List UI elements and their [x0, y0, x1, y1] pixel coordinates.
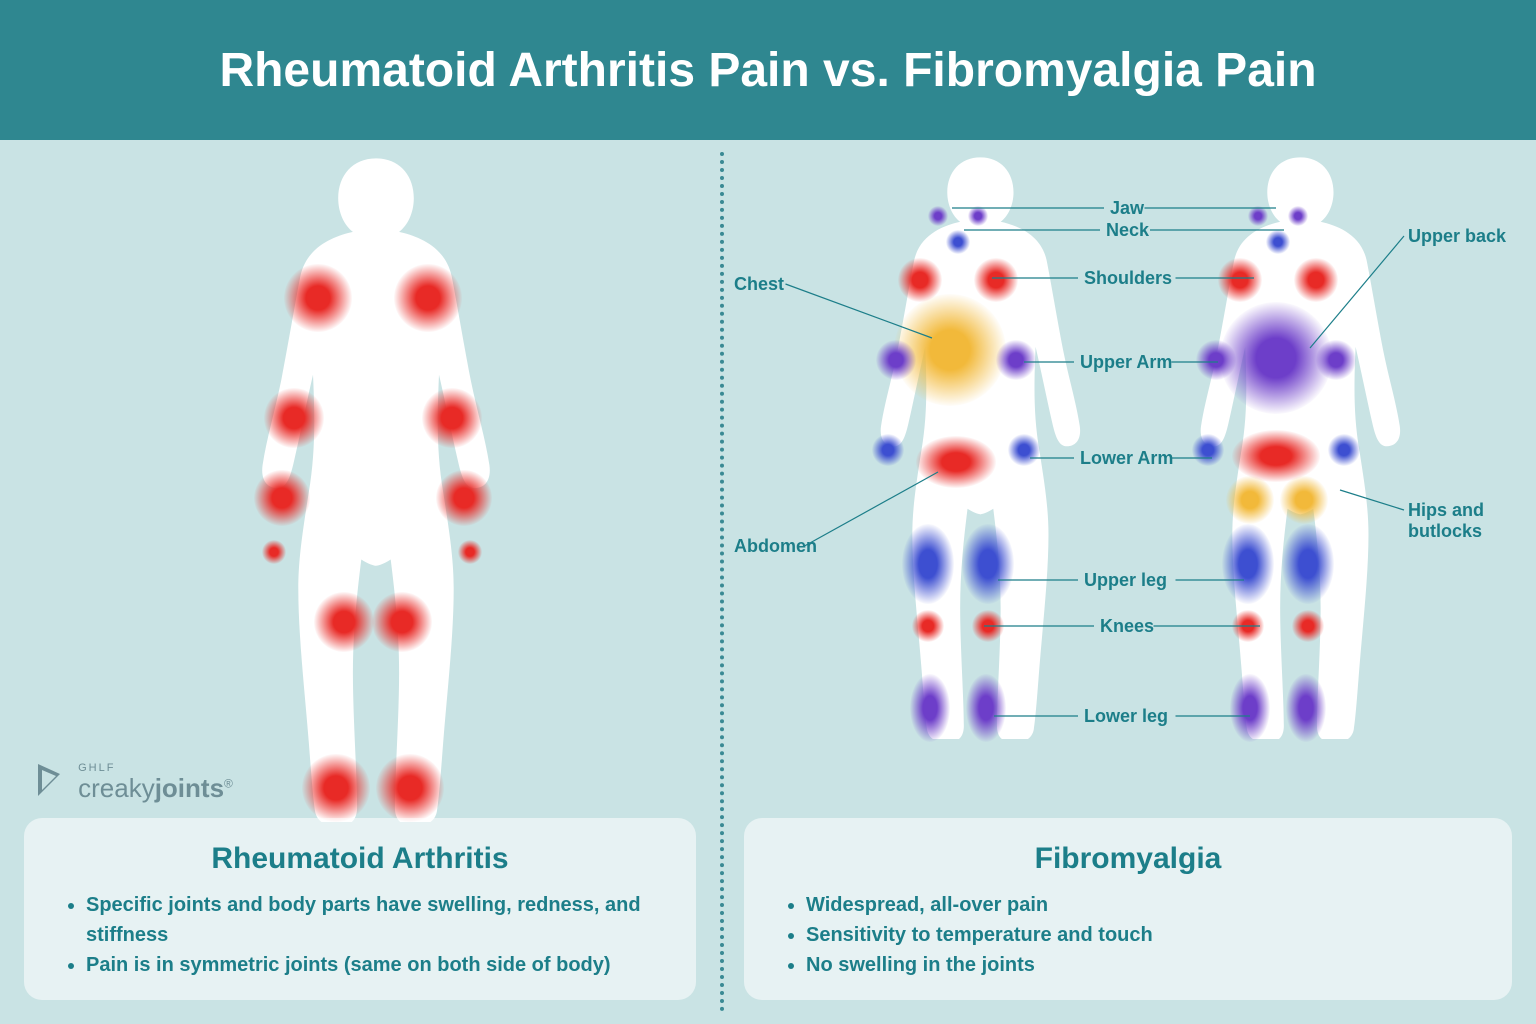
- bullet-item: No swelling in the joints: [806, 950, 1476, 980]
- fibro-heading: Fibromyalgia: [780, 842, 1476, 876]
- fibro-bullets: Widespread, all-over painSensitivity to …: [780, 890, 1476, 980]
- body-silhouette-icon: [250, 150, 502, 822]
- anatomy-label: Abdomen: [734, 536, 817, 557]
- anatomy-label: Lower Arm: [1080, 448, 1173, 469]
- ra-figure: [0, 160, 720, 820]
- header-bar: Rheumatoid Arthritis Pain vs. Fibromyalg…: [0, 0, 1536, 140]
- ra-card: Rheumatoid Arthritis Specific joints and…: [24, 818, 696, 1000]
- anatomy-label: Lower leg: [1084, 706, 1168, 727]
- bullet-item: Sensitivity to temperature and touch: [806, 920, 1476, 950]
- center-divider: [720, 152, 724, 1012]
- logo-ghlf: GHLF: [78, 763, 233, 773]
- anatomy-label: Upper back: [1408, 226, 1506, 247]
- ra-heading: Rheumatoid Arthritis: [60, 842, 660, 876]
- bullet-item: Pain is in symmetric joints (same on bot…: [86, 950, 660, 980]
- anatomy-label: Chest: [734, 274, 784, 295]
- left-panel: GHLF creakyjoints® Rheumatoid Arthritis …: [0, 140, 720, 1024]
- page-title: Rheumatoid Arthritis Pain vs. Fibromyalg…: [219, 43, 1316, 98]
- bullet-item: Widespread, all-over pain: [806, 890, 1476, 920]
- infographic-root: Rheumatoid Arthritis Pain vs. Fibromyalg…: [0, 0, 1536, 1024]
- fibro-figure: JawNeck Shoulders Upper Arm Lower Arm Upper …: [720, 160, 1536, 820]
- anatomy-label: Upper Arm: [1080, 352, 1172, 373]
- body-silhouette-icon: [1190, 150, 1411, 739]
- fibro-card: Fibromyalgia Widespread, all-over painSe…: [744, 818, 1512, 1000]
- anatomy-label: Shoulders: [1084, 268, 1172, 289]
- anatomy-label: Neck: [1106, 220, 1149, 241]
- anatomy-label: Knees: [1100, 616, 1154, 637]
- right-panel: JawNeck Shoulders Upper Arm Lower Arm Upper …: [720, 140, 1536, 1024]
- body-area: GHLF creakyjoints® Rheumatoid Arthritis …: [0, 140, 1536, 1024]
- logo-icon: [36, 762, 64, 804]
- anatomy-label: Jaw: [1110, 198, 1144, 219]
- body-silhouette-icon: [870, 150, 1091, 739]
- bullet-item: Specific joints and body parts have swel…: [86, 890, 660, 950]
- anatomy-label: Hips andbutlocks: [1408, 500, 1484, 542]
- anatomy-label: Upper leg: [1084, 570, 1167, 591]
- brand-logo: GHLF creakyjoints®: [36, 762, 233, 804]
- ra-bullets: Specific joints and body parts have swel…: [60, 890, 660, 980]
